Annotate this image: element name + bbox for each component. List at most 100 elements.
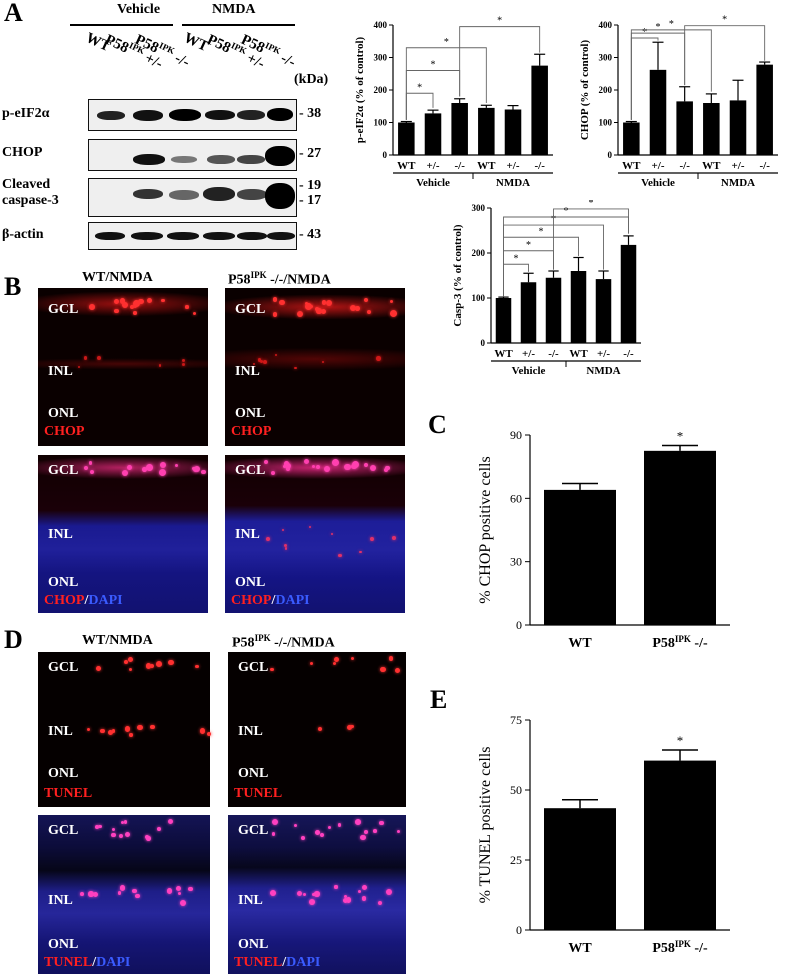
stained-cell bbox=[308, 525, 311, 529]
bar bbox=[729, 100, 747, 155]
bar bbox=[544, 808, 616, 930]
stained-cell bbox=[334, 885, 338, 889]
stained-cell bbox=[130, 304, 135, 309]
mw-38: - 38 bbox=[299, 106, 322, 121]
bar bbox=[531, 65, 548, 155]
x-tick-label: P58IPK -/- bbox=[652, 634, 708, 651]
stained-cell bbox=[114, 308, 119, 314]
stained-cell bbox=[270, 470, 276, 476]
y-tick-label: 60 bbox=[510, 491, 522, 505]
row-label-caspase-2: caspase-3 bbox=[2, 193, 59, 208]
significance-bracket bbox=[459, 26, 541, 97]
y-axis-label: Casp-3 (% of control) bbox=[452, 224, 464, 326]
stained-cell bbox=[323, 465, 330, 472]
micro-d-ko-merge: GCL INL ONL TUNEL/DAPI bbox=[228, 815, 406, 974]
stained-cell bbox=[350, 657, 354, 661]
stained-cell bbox=[192, 311, 196, 315]
stained-cell bbox=[253, 362, 256, 365]
stained-cell bbox=[284, 546, 288, 550]
stained-cell bbox=[159, 462, 166, 469]
stained-cell bbox=[274, 354, 278, 357]
bar bbox=[644, 450, 716, 625]
label-inl: INL bbox=[235, 364, 260, 379]
x-tick-label: WT bbox=[702, 160, 721, 172]
stained-cell bbox=[394, 668, 400, 674]
x-tick-label: WT bbox=[622, 160, 641, 172]
stained-cell bbox=[379, 820, 384, 825]
stained-cell bbox=[195, 664, 199, 669]
stained-cell bbox=[347, 725, 353, 731]
stained-cell bbox=[77, 365, 81, 369]
chart-tunel-positive: 0 25 50 75 % TUNEL positive cells WT * P58IPK -… bbox=[477, 713, 730, 956]
stained-cell bbox=[369, 465, 376, 472]
stained-cell bbox=[314, 830, 320, 836]
stained-cell bbox=[100, 728, 105, 734]
stained-cell bbox=[265, 537, 270, 541]
stained-cell bbox=[122, 470, 129, 477]
y-tick-label: 0 bbox=[516, 923, 522, 937]
x-tick-label: +/- bbox=[522, 348, 535, 360]
stained-cell bbox=[121, 820, 125, 825]
stained-cell bbox=[194, 465, 201, 472]
label-gcl: GCL bbox=[238, 823, 269, 838]
significance-star: * bbox=[431, 60, 436, 71]
x-tick-label: +/- bbox=[507, 160, 520, 172]
stained-cell bbox=[124, 820, 128, 824]
stained-cell bbox=[97, 356, 101, 361]
stained-cell bbox=[270, 667, 274, 672]
stain-tunel: TUNEL bbox=[44, 786, 93, 801]
stained-cell bbox=[113, 298, 120, 305]
stained-cell bbox=[345, 897, 352, 903]
stained-cell bbox=[128, 667, 133, 671]
stained-cell bbox=[166, 888, 172, 894]
significance-star: * bbox=[539, 226, 544, 237]
y-tick-label: 0 bbox=[516, 618, 522, 632]
significance-star: * bbox=[564, 206, 569, 217]
bar bbox=[595, 279, 612, 343]
stained-cell bbox=[150, 724, 156, 730]
significance-bracket bbox=[553, 208, 629, 270]
stained-cell bbox=[149, 663, 154, 668]
stained-cell bbox=[363, 830, 368, 835]
stained-cell bbox=[200, 728, 206, 734]
stained-cell bbox=[181, 358, 186, 363]
stained-cell bbox=[129, 733, 133, 737]
micro-d-wt-merge: GCL INL ONL TUNEL/DAPI bbox=[38, 815, 210, 974]
significance-star: * bbox=[417, 82, 422, 93]
stained-cell bbox=[293, 824, 297, 828]
y-axis-label: % CHOP positive cells bbox=[477, 456, 494, 603]
stained-cell bbox=[156, 660, 163, 667]
stained-cell bbox=[376, 356, 381, 361]
x-tick-label: -/- bbox=[548, 348, 559, 360]
stained-cell bbox=[294, 366, 298, 370]
group-label: Vehicle bbox=[641, 177, 675, 189]
label-onl: ONL bbox=[48, 766, 79, 781]
y-tick-label: 300 bbox=[374, 53, 388, 63]
y-tick-label: 30 bbox=[510, 555, 522, 569]
label-onl: ONL bbox=[238, 937, 269, 952]
blot-group-vehicle: Vehicle bbox=[117, 2, 161, 17]
stained-cell bbox=[363, 462, 368, 467]
stained-cell bbox=[312, 893, 316, 897]
stained-cell bbox=[132, 888, 137, 894]
stained-cell bbox=[370, 537, 375, 542]
bar bbox=[398, 122, 415, 155]
blot-strip-chop bbox=[88, 139, 297, 171]
stained-cell bbox=[271, 832, 276, 836]
stained-cell bbox=[108, 729, 113, 735]
stained-cell bbox=[146, 464, 153, 471]
stained-cell bbox=[270, 890, 277, 896]
stained-cell bbox=[361, 896, 367, 901]
significance-star: * bbox=[497, 16, 502, 27]
x-tick-label: +/- bbox=[732, 160, 745, 172]
label-onl: ONL bbox=[235, 406, 266, 421]
stained-cell bbox=[159, 468, 167, 476]
stained-cell bbox=[142, 467, 147, 473]
x-tick-label: WT bbox=[494, 348, 513, 360]
x-tick-label: -/- bbox=[679, 160, 690, 172]
significance-star: * bbox=[589, 200, 594, 209]
stain-tunel-dapi: TUNEL/DAPI bbox=[234, 955, 321, 970]
stained-cell bbox=[355, 306, 360, 311]
stained-cell bbox=[158, 364, 162, 367]
x-tick-label: -/- bbox=[534, 160, 545, 172]
